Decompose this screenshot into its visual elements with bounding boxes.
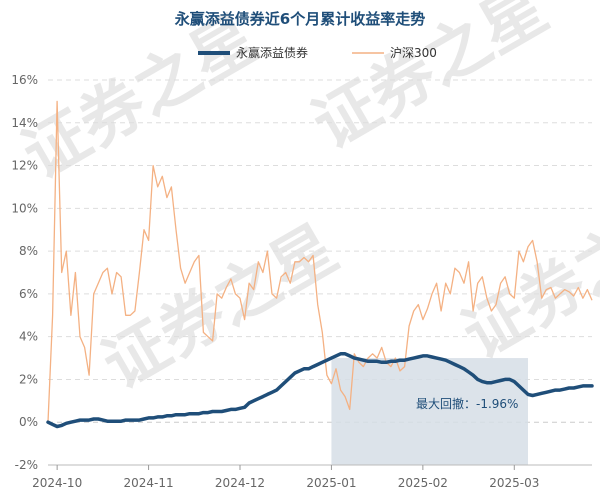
- y-tick-label: 8%: [19, 244, 38, 258]
- x-tick-label: 2024-10: [32, 476, 82, 490]
- x-axis: 2024-10 2024-11 2024-12 2025-01 2025-02 2025-…: [32, 464, 592, 490]
- y-tick-label: -2%: [15, 458, 38, 472]
- legend-index-label: 沪深300: [390, 46, 437, 60]
- y-axis: -2% 0% 2% 4% 6% 8% 10% 12% 14% 16%: [11, 73, 38, 472]
- y-tick-label: 12%: [11, 159, 38, 173]
- max-drawdown-annotation: 最大回撤：-1.96%: [416, 396, 518, 411]
- watermark-text: 证券之星: [11, 2, 270, 194]
- x-tick-label: 2025-01: [306, 476, 356, 490]
- legend-fund-label: 永赢添益债券: [236, 45, 308, 60]
- x-tick-label: 2025-03: [489, 476, 539, 490]
- y-tick-label: 14%: [11, 116, 38, 130]
- drawdown-rect: [331, 358, 528, 465]
- series-line-hs300: [47, 100, 593, 423]
- x-tick-label: 2024-12: [215, 476, 265, 490]
- y-tick-label: 2%: [19, 372, 38, 386]
- drawdown-area: [331, 358, 528, 465]
- x-tick-label: 2025-02: [398, 476, 448, 490]
- watermark-text: 证券之星: [91, 212, 350, 404]
- chart-title: 永赢添益债券近6个月累计收益率走势: [174, 10, 425, 28]
- y-tick-label: 6%: [19, 287, 38, 301]
- y-tick-label: 16%: [11, 73, 38, 87]
- y-tick-label: 10%: [11, 201, 38, 215]
- y-tick-label: 0%: [19, 415, 38, 429]
- legend: 永赢添益债券 沪深300: [198, 45, 437, 60]
- watermark-text: 证券之星: [451, 182, 600, 374]
- y-tick-label: 4%: [19, 330, 38, 344]
- series-line-fund: [46, 352, 594, 429]
- x-tick-label: 2024-11: [124, 476, 174, 490]
- series-lines: [46, 100, 594, 429]
